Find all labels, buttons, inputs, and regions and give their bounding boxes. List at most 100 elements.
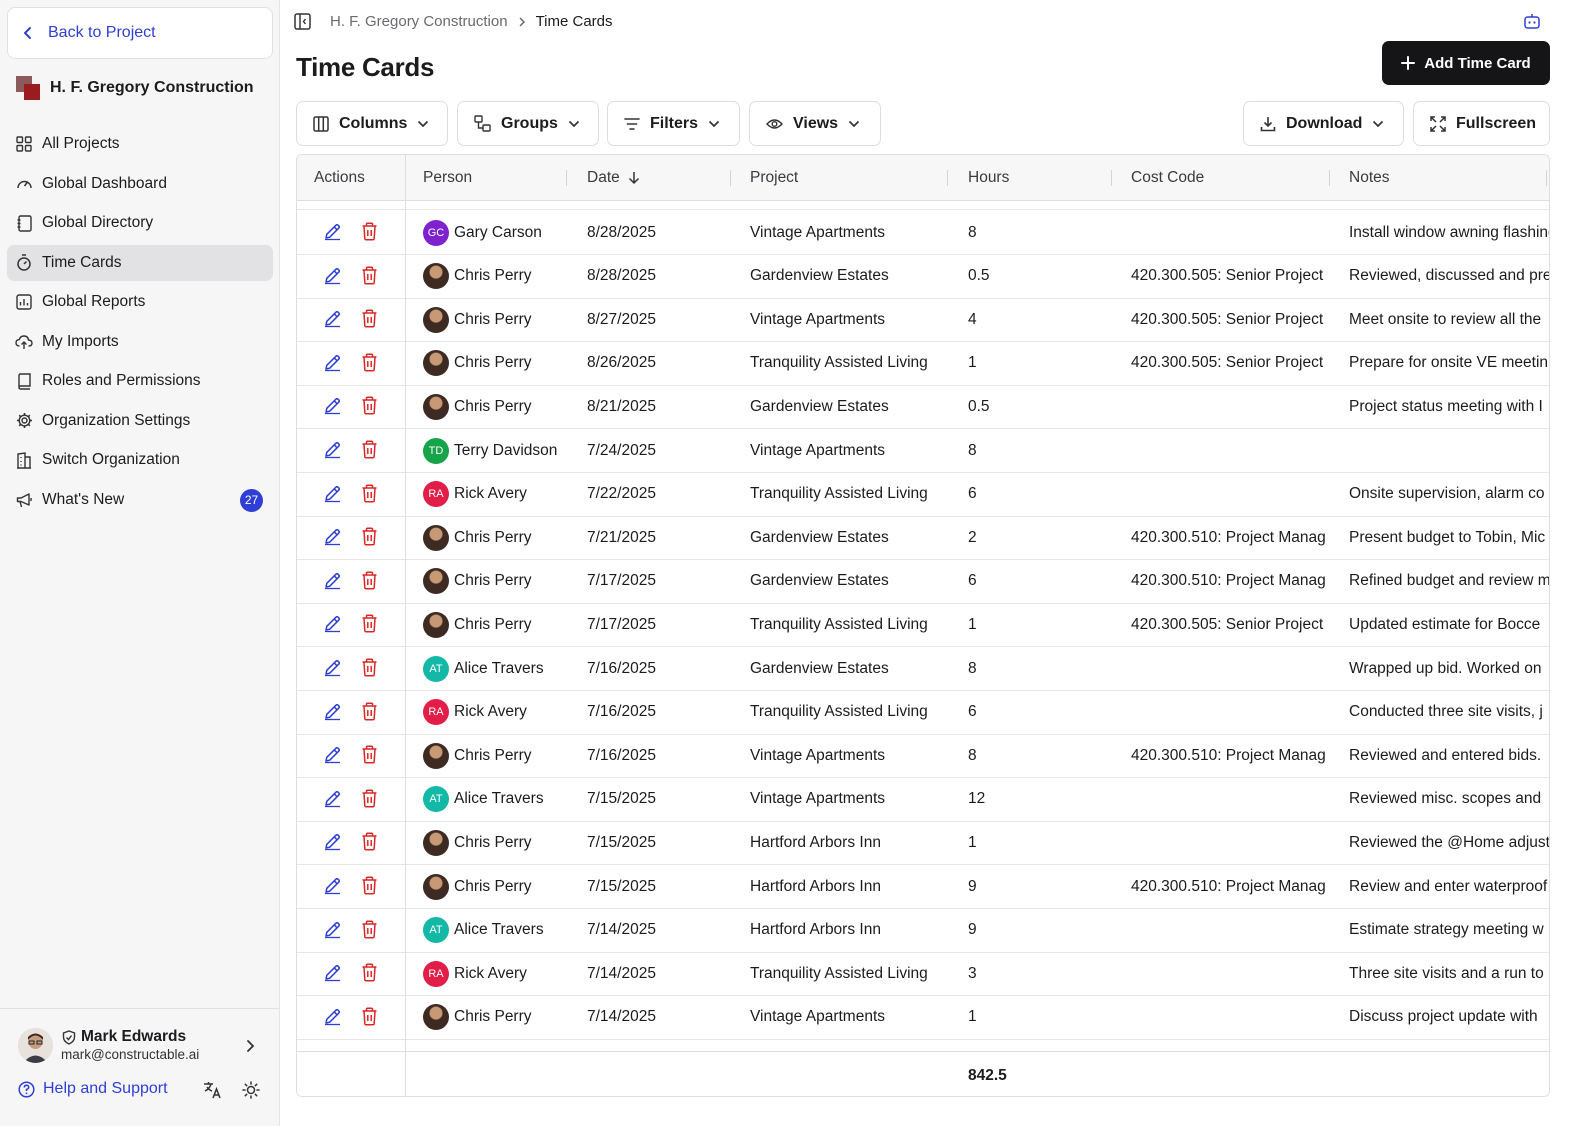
table-row[interactable]: RA Rick Avery 7/14/2025 Tranquility Assiste… (297, 952, 1549, 997)
table-row[interactable]: Chris Perry 7/21/2025 Gardenview Estates 2 4… (297, 516, 1549, 561)
trash-icon[interactable] (361, 702, 378, 726)
trash-icon[interactable] (361, 222, 378, 246)
groups-button[interactable]: Groups (457, 101, 599, 146)
help-and-support-link[interactable]: Help and Support (18, 1080, 168, 1098)
edit-icon[interactable] (323, 571, 342, 595)
table-row[interactable]: AT Alice Travers 7/16/2025 Gardenview Estat… (297, 647, 1549, 691)
trash-icon[interactable] (361, 658, 378, 682)
edit-icon[interactable] (323, 353, 342, 377)
trash-icon[interactable] (361, 876, 378, 900)
edit-icon[interactable] (323, 1007, 342, 1031)
table-row[interactable]: GC Gary Carson 8/28/2025 Vintage Apartments… (297, 211, 1549, 255)
table-row[interactable]: Chris Perry 7/17/2025 Gardenview Estates 6 4… (297, 560, 1549, 604)
columns-button[interactable]: Columns (296, 101, 448, 146)
trash-icon[interactable] (361, 266, 378, 290)
translate-icon[interactable] (203, 1081, 222, 1099)
edit-icon[interactable] (323, 527, 342, 551)
edit-icon[interactable] (323, 920, 342, 944)
sidebar-item-my-imports[interactable]: My Imports (7, 324, 273, 360)
download-button[interactable]: Download (1243, 101, 1404, 146)
table-row[interactable]: AT Alice Travers 7/15/2025 Vintage Apartmen… (297, 778, 1549, 822)
sidebar-item-all-projects[interactable]: All Projects (7, 126, 273, 162)
column-header-project[interactable]: Project (750, 169, 799, 186)
table-row[interactable]: Chris Perry 7/16/2025 Vintage Apartments 8 4… (297, 734, 1549, 779)
trash-icon[interactable] (361, 353, 378, 377)
edit-icon[interactable] (323, 832, 342, 856)
add-time-card-button[interactable]: Add Time Card (1382, 41, 1550, 85)
edit-icon[interactable] (323, 309, 342, 333)
column-resizer[interactable] (1546, 170, 1547, 186)
sidebar-item-time-cards[interactable]: Time Cards (7, 244, 273, 281)
sidebar-item-global-reports[interactable]: Global Reports (7, 284, 273, 320)
sidebar-item-global-dashboard[interactable]: Global Dashboard (7, 166, 273, 202)
table-row[interactable]: Chris Perry 7/15/2025 Hartford Arbors Inn 1… (297, 821, 1549, 866)
column-resizer[interactable] (566, 170, 567, 186)
edit-icon[interactable] (323, 266, 342, 290)
column-header-cost-code[interactable]: Cost Code (1131, 169, 1205, 186)
sidebar-item-organization-settings[interactable]: Organization Settings (7, 403, 273, 439)
main-content: H. F. Gregory Construction Time Cards Ti… (280, 0, 1585, 1126)
edit-icon[interactable] (323, 876, 342, 900)
fullscreen-button[interactable]: Fullscreen (1413, 101, 1550, 146)
sidebar-toggle-icon[interactable] (294, 13, 311, 30)
sun-icon[interactable] (242, 1081, 260, 1099)
table-row[interactable]: RA Rick Avery 7/16/2025 Tranquility Assiste… (297, 691, 1549, 735)
edit-icon[interactable] (323, 396, 342, 420)
table-row[interactable]: Chris Perry 8/21/2025 Gardenview Estates 0.… (297, 385, 1549, 430)
cell-person: TD Terry Davidson (423, 429, 583, 472)
sidebar-item-switch-organization[interactable]: Switch Organization (7, 442, 273, 478)
edit-icon[interactable] (323, 702, 342, 726)
trash-icon[interactable] (361, 920, 378, 944)
sidebar-item-global-directory[interactable]: Global Directory (7, 205, 273, 241)
table-row[interactable]: AT Alice Travers 7/14/2025 Hartford Arbors … (297, 909, 1549, 953)
edit-icon[interactable] (323, 658, 342, 682)
column-header-person[interactable]: Person (423, 169, 473, 186)
assistant-bot-icon[interactable] (1523, 12, 1541, 30)
user-avatar[interactable] (18, 1028, 53, 1063)
sidebar-item-roles-and-permissions[interactable]: Roles and Permissions (7, 363, 273, 399)
views-button[interactable]: Views (749, 101, 881, 146)
trash-icon[interactable] (361, 571, 378, 595)
edit-icon[interactable] (323, 745, 342, 769)
table-row[interactable]: Chris Perry 8/28/2025 Gardenview Estates 0.… (297, 255, 1549, 299)
column-resizer[interactable] (947, 170, 948, 186)
trash-icon[interactable] (361, 527, 378, 551)
column-header-date[interactable]: Date (587, 155, 640, 201)
edit-icon[interactable] (323, 614, 342, 638)
trash-icon[interactable] (361, 789, 378, 813)
trash-icon[interactable] (361, 440, 378, 464)
column-resizer[interactable] (730, 170, 731, 186)
cell-cost-code (1131, 647, 1331, 690)
table-row[interactable]: Chris Perry 7/17/2025 Tranquility Assisted… (297, 603, 1549, 648)
trash-icon[interactable] (361, 963, 378, 987)
chevron-right-icon[interactable] (244, 1039, 256, 1053)
table-row[interactable]: RA Rick Avery 7/22/2025 Tranquility Assiste… (297, 473, 1549, 517)
trash-icon[interactable] (361, 614, 378, 638)
back-to-project-button[interactable]: Back to Project (7, 7, 273, 59)
trash-icon[interactable] (361, 1007, 378, 1031)
edit-icon[interactable] (323, 789, 342, 813)
trash-icon[interactable] (361, 484, 378, 508)
column-header-hours[interactable]: Hours (968, 169, 1010, 186)
breadcrumb-organization[interactable]: H. F. Gregory Construction (330, 13, 508, 30)
trash-icon[interactable] (361, 309, 378, 333)
filters-button[interactable]: Filters (607, 101, 740, 146)
trash-icon[interactable] (361, 396, 378, 420)
edit-icon[interactable] (323, 484, 342, 508)
trash-icon[interactable] (361, 832, 378, 856)
edit-icon[interactable] (323, 963, 342, 987)
table-row[interactable]: Chris Perry 8/27/2025 Vintage Apartments 4 4… (297, 298, 1549, 343)
plus-icon (1401, 56, 1416, 70)
edit-icon[interactable] (323, 440, 342, 464)
table-row[interactable]: TD Terry Davidson 7/24/2025 Vintage Apartme… (297, 429, 1549, 473)
trash-icon[interactable] (361, 745, 378, 769)
table-row[interactable]: Chris Perry 8/26/2025 Tranquility Assisted… (297, 342, 1549, 386)
sidebar-item-what-s-new[interactable]: What's New 27 (7, 482, 273, 518)
table-row[interactable]: Chris Perry 7/15/2025 Hartford Arbors Inn 9… (297, 865, 1549, 909)
column-resizer[interactable] (1111, 170, 1112, 186)
table-row[interactable]: Chris Perry 7/14/2025 Vintage Apartments 1 D… (297, 996, 1549, 1040)
column-resizer[interactable] (1329, 170, 1330, 186)
column-header-notes[interactable]: Notes (1349, 169, 1390, 186)
cell-date: 7/16/2025 (587, 659, 656, 677)
edit-icon[interactable] (323, 222, 342, 246)
